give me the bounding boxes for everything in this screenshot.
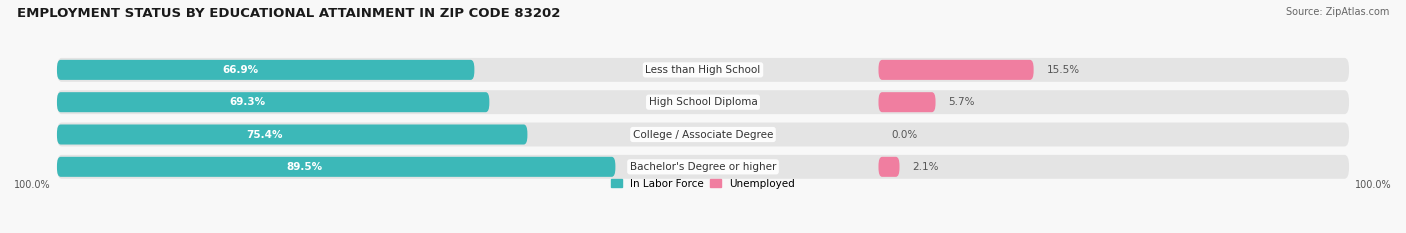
FancyBboxPatch shape (58, 124, 527, 144)
FancyBboxPatch shape (58, 58, 1348, 82)
FancyBboxPatch shape (58, 157, 616, 177)
Text: 66.9%: 66.9% (222, 65, 259, 75)
FancyBboxPatch shape (879, 92, 935, 112)
FancyBboxPatch shape (58, 90, 1348, 114)
FancyBboxPatch shape (58, 60, 474, 80)
Text: 89.5%: 89.5% (287, 162, 322, 172)
FancyBboxPatch shape (58, 92, 489, 112)
FancyBboxPatch shape (58, 123, 1348, 147)
Text: High School Diploma: High School Diploma (648, 97, 758, 107)
Text: EMPLOYMENT STATUS BY EDUCATIONAL ATTAINMENT IN ZIP CODE 83202: EMPLOYMENT STATUS BY EDUCATIONAL ATTAINM… (17, 7, 560, 20)
Text: Source: ZipAtlas.com: Source: ZipAtlas.com (1285, 7, 1389, 17)
Legend: In Labor Force, Unemployed: In Labor Force, Unemployed (612, 179, 794, 189)
Text: 5.7%: 5.7% (949, 97, 974, 107)
Text: 100.0%: 100.0% (1355, 180, 1392, 190)
FancyBboxPatch shape (58, 155, 1348, 179)
Text: College / Associate Degree: College / Associate Degree (633, 130, 773, 140)
Text: 69.3%: 69.3% (229, 97, 266, 107)
Text: 0.0%: 0.0% (891, 130, 918, 140)
Text: Bachelor's Degree or higher: Bachelor's Degree or higher (630, 162, 776, 172)
FancyBboxPatch shape (879, 157, 900, 177)
Text: 15.5%: 15.5% (1046, 65, 1080, 75)
FancyBboxPatch shape (879, 60, 1033, 80)
Text: 100.0%: 100.0% (14, 180, 51, 190)
Text: 75.4%: 75.4% (246, 130, 283, 140)
Text: Less than High School: Less than High School (645, 65, 761, 75)
Text: 2.1%: 2.1% (912, 162, 939, 172)
